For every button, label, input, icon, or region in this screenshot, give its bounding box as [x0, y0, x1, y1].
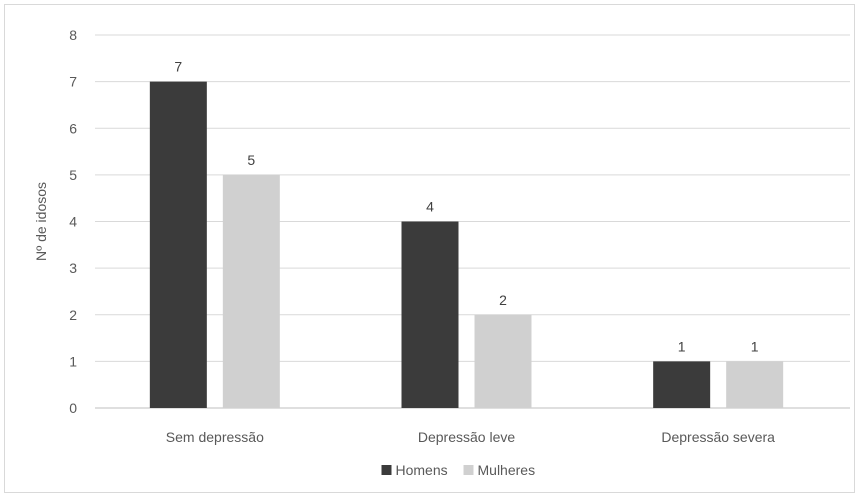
x-category-label: Depressão leve — [418, 429, 515, 445]
bar-mulheres-3 — [726, 361, 784, 408]
y-tick-label: 1 — [69, 353, 77, 369]
legend-label: Homens — [396, 462, 448, 478]
y-tick-label: 0 — [69, 400, 77, 416]
legend-swatch-mulheres — [463, 465, 474, 475]
bar-mulheres-1 — [222, 174, 280, 408]
x-category-label: Depressão severa — [661, 429, 775, 445]
y-tick-label: 4 — [69, 214, 77, 230]
bar-homens-3 — [653, 361, 711, 408]
legend-label: Mulheres — [478, 462, 536, 478]
bar-mulheres-2 — [474, 314, 532, 408]
data-label: 5 — [247, 152, 255, 168]
chart-frame: 0 1 2 3 4 5 6 7 8 7 5 4 2 1 1 Sem depressão Depressão … — [4, 4, 855, 493]
bar-homens-2 — [401, 221, 459, 408]
y-tick-label: 3 — [69, 260, 77, 276]
y-tick-label: 8 — [69, 27, 77, 43]
y-tick-label: 5 — [69, 167, 77, 183]
data-labels: 7 5 4 2 1 1 — [174, 59, 758, 355]
y-tick-label: 6 — [69, 120, 77, 136]
data-label: 7 — [174, 59, 182, 75]
bar-chart: 0 1 2 3 4 5 6 7 8 7 5 4 2 1 1 Sem depressão Depressão … — [33, 27, 850, 478]
data-label: 4 — [426, 199, 434, 215]
gridlines — [95, 34, 850, 409]
bars — [149, 81, 784, 408]
legend: Homens Mulheres — [381, 462, 536, 478]
y-tick-label: 2 — [69, 307, 77, 323]
x-category-label: Sem depressão — [166, 429, 264, 445]
data-label: 2 — [499, 292, 507, 308]
y-axis-ticks: 0 1 2 3 4 5 6 7 8 — [69, 27, 77, 416]
x-axis-categories: Sem depressão Depressão leve Depressão sev… — [166, 429, 775, 445]
y-axis-title: Nº de idosos — [33, 182, 49, 261]
legend-swatch-homens — [381, 465, 392, 475]
data-label: 1 — [751, 338, 759, 354]
data-label: 1 — [678, 338, 686, 354]
bar-homens-1 — [149, 81, 207, 408]
y-tick-label: 7 — [69, 74, 77, 90]
